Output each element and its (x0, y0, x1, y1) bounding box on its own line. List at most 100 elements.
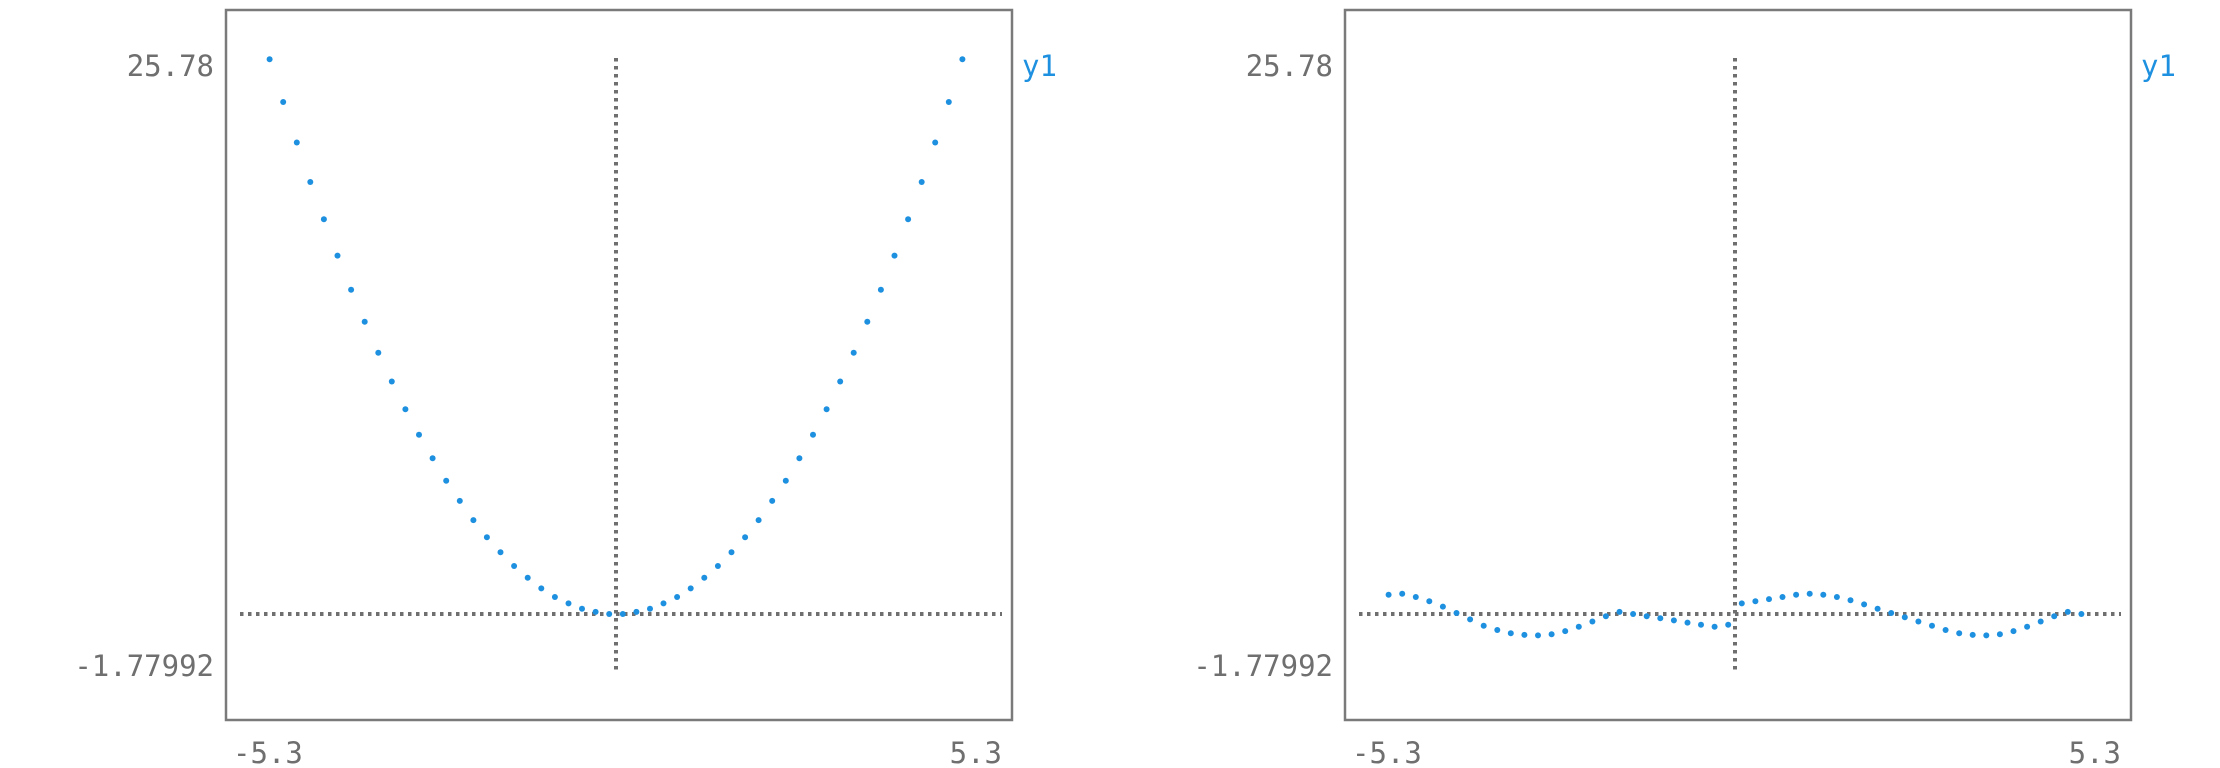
data-point-y1 (782, 477, 789, 484)
data-point-y1 (660, 600, 667, 607)
data-point-y1 (1779, 594, 1786, 600)
data-point-y1 (443, 477, 450, 484)
data-point-y1 (619, 611, 626, 617)
data-point-y1 (511, 563, 518, 569)
data-point-y1 (579, 605, 585, 612)
data-point-y1 (1901, 614, 1908, 621)
data-point-y1 (307, 179, 314, 185)
y-tick-min: -1.77992 (1193, 649, 1333, 683)
data-point-y1 (755, 517, 762, 524)
data-point-y1 (1535, 632, 1541, 639)
data-point-y1 (280, 99, 287, 105)
data-point-y1 (905, 216, 912, 223)
data-point-y1 (1820, 591, 1827, 598)
data-point-y1 (1507, 630, 1514, 637)
data-point-y1 (1412, 594, 1419, 600)
data-point-y1 (742, 534, 749, 541)
data-point-y1 (1847, 597, 1854, 604)
data-point-y1 (334, 252, 341, 259)
series-y1-points (1385, 590, 2085, 639)
data-point-y1 (877, 286, 884, 293)
data-point-y1 (796, 455, 803, 462)
data-point-y1 (850, 349, 857, 356)
data-point-y1 (633, 608, 640, 615)
data-point-y1 (1725, 621, 1732, 628)
x-tick-max: 5.3 (950, 736, 1002, 768)
data-point-y1 (891, 252, 898, 259)
data-point-y1 (945, 99, 952, 105)
legend-entry-y1: y1 (2141, 49, 2176, 83)
data-point-y1 (320, 216, 327, 223)
y-tick-max: 25.78 (1246, 49, 1333, 83)
data-point-y1 (1833, 594, 1840, 600)
data-point-y1 (1684, 619, 1691, 626)
data-point-y1 (429, 455, 436, 462)
data-point-y1 (1711, 623, 1718, 630)
data-point-y1 (375, 349, 382, 356)
data-point-y1 (1969, 631, 1976, 638)
data-point-y1 (1766, 596, 1772, 603)
data-point-y1 (1453, 610, 1460, 616)
data-point-y1 (2051, 613, 2058, 620)
data-point-y1 (524, 574, 531, 581)
data-point-y1 (1562, 628, 1569, 635)
data-point-y1 (823, 406, 830, 413)
zero-axes (1359, 58, 2121, 670)
data-point-y1 (483, 534, 490, 541)
data-point-y1 (1888, 610, 1895, 616)
data-point-y1 (1385, 591, 1392, 598)
data-point-y1 (592, 608, 599, 615)
data-point-y1 (2010, 628, 2017, 635)
data-point-y1 (361, 318, 368, 325)
data-point-y1 (959, 56, 966, 63)
chart-right: 25.78 -1.77992 -5.3 5.3 y1 (1193, 8, 2176, 768)
data-point-y1 (497, 549, 504, 556)
data-point-y1 (1983, 632, 1990, 639)
data-point-y1 (1738, 600, 1745, 607)
data-point-y1 (1996, 631, 2003, 638)
data-point-y1 (687, 585, 694, 592)
x-tick-min: -5.3 (1352, 736, 1422, 768)
chart-left: 25.78 -1.77992 -5.3 5.3 y1 (74, 8, 1057, 768)
data-point-y1 (456, 497, 463, 504)
data-point-y1 (1467, 616, 1474, 623)
data-point-y1 (918, 179, 925, 185)
x-tick-min: -5.3 (233, 736, 303, 768)
data-point-y1 (1616, 608, 1623, 615)
series-y1-points (266, 56, 966, 617)
legend-entry-y1: y1 (1022, 49, 1057, 83)
data-point-y1 (647, 605, 653, 612)
data-point-y1 (1942, 627, 1949, 633)
data-point-y1 (932, 139, 939, 146)
data-point-y1 (728, 549, 735, 556)
data-point-y1 (769, 497, 776, 504)
data-point-y1 (293, 139, 300, 146)
data-point-y1 (810, 431, 816, 438)
chart-frame (1343, 8, 2133, 722)
x-tick-max: 5.3 (2069, 736, 2121, 768)
data-point-y1 (416, 431, 422, 438)
data-point-y1 (2064, 608, 2071, 615)
data-point-y1 (606, 611, 613, 617)
data-point-y1 (1548, 631, 1555, 638)
chart-frame (224, 8, 1014, 722)
y-tick-min: -1.77992 (74, 649, 214, 683)
data-point-y1 (402, 406, 409, 413)
y-tick-max: 25.78 (127, 49, 214, 83)
data-point-y1 (538, 585, 545, 592)
data-point-y1 (864, 318, 871, 325)
data-point-y1 (470, 517, 477, 524)
data-point-y1 (1752, 598, 1759, 605)
data-point-y1 (348, 286, 355, 293)
data-point-y1 (551, 594, 558, 600)
data-point-y1 (1806, 590, 1813, 597)
data-point-y1 (1874, 605, 1881, 612)
data-point-y1 (565, 600, 572, 607)
data-point-y1 (1575, 623, 1582, 630)
data-point-y1 (1670, 617, 1677, 624)
data-point-y1 (1630, 611, 1637, 617)
data-point-y1 (1643, 613, 1650, 620)
data-point-y1 (1861, 601, 1868, 608)
data-point-y1 (1698, 621, 1704, 628)
